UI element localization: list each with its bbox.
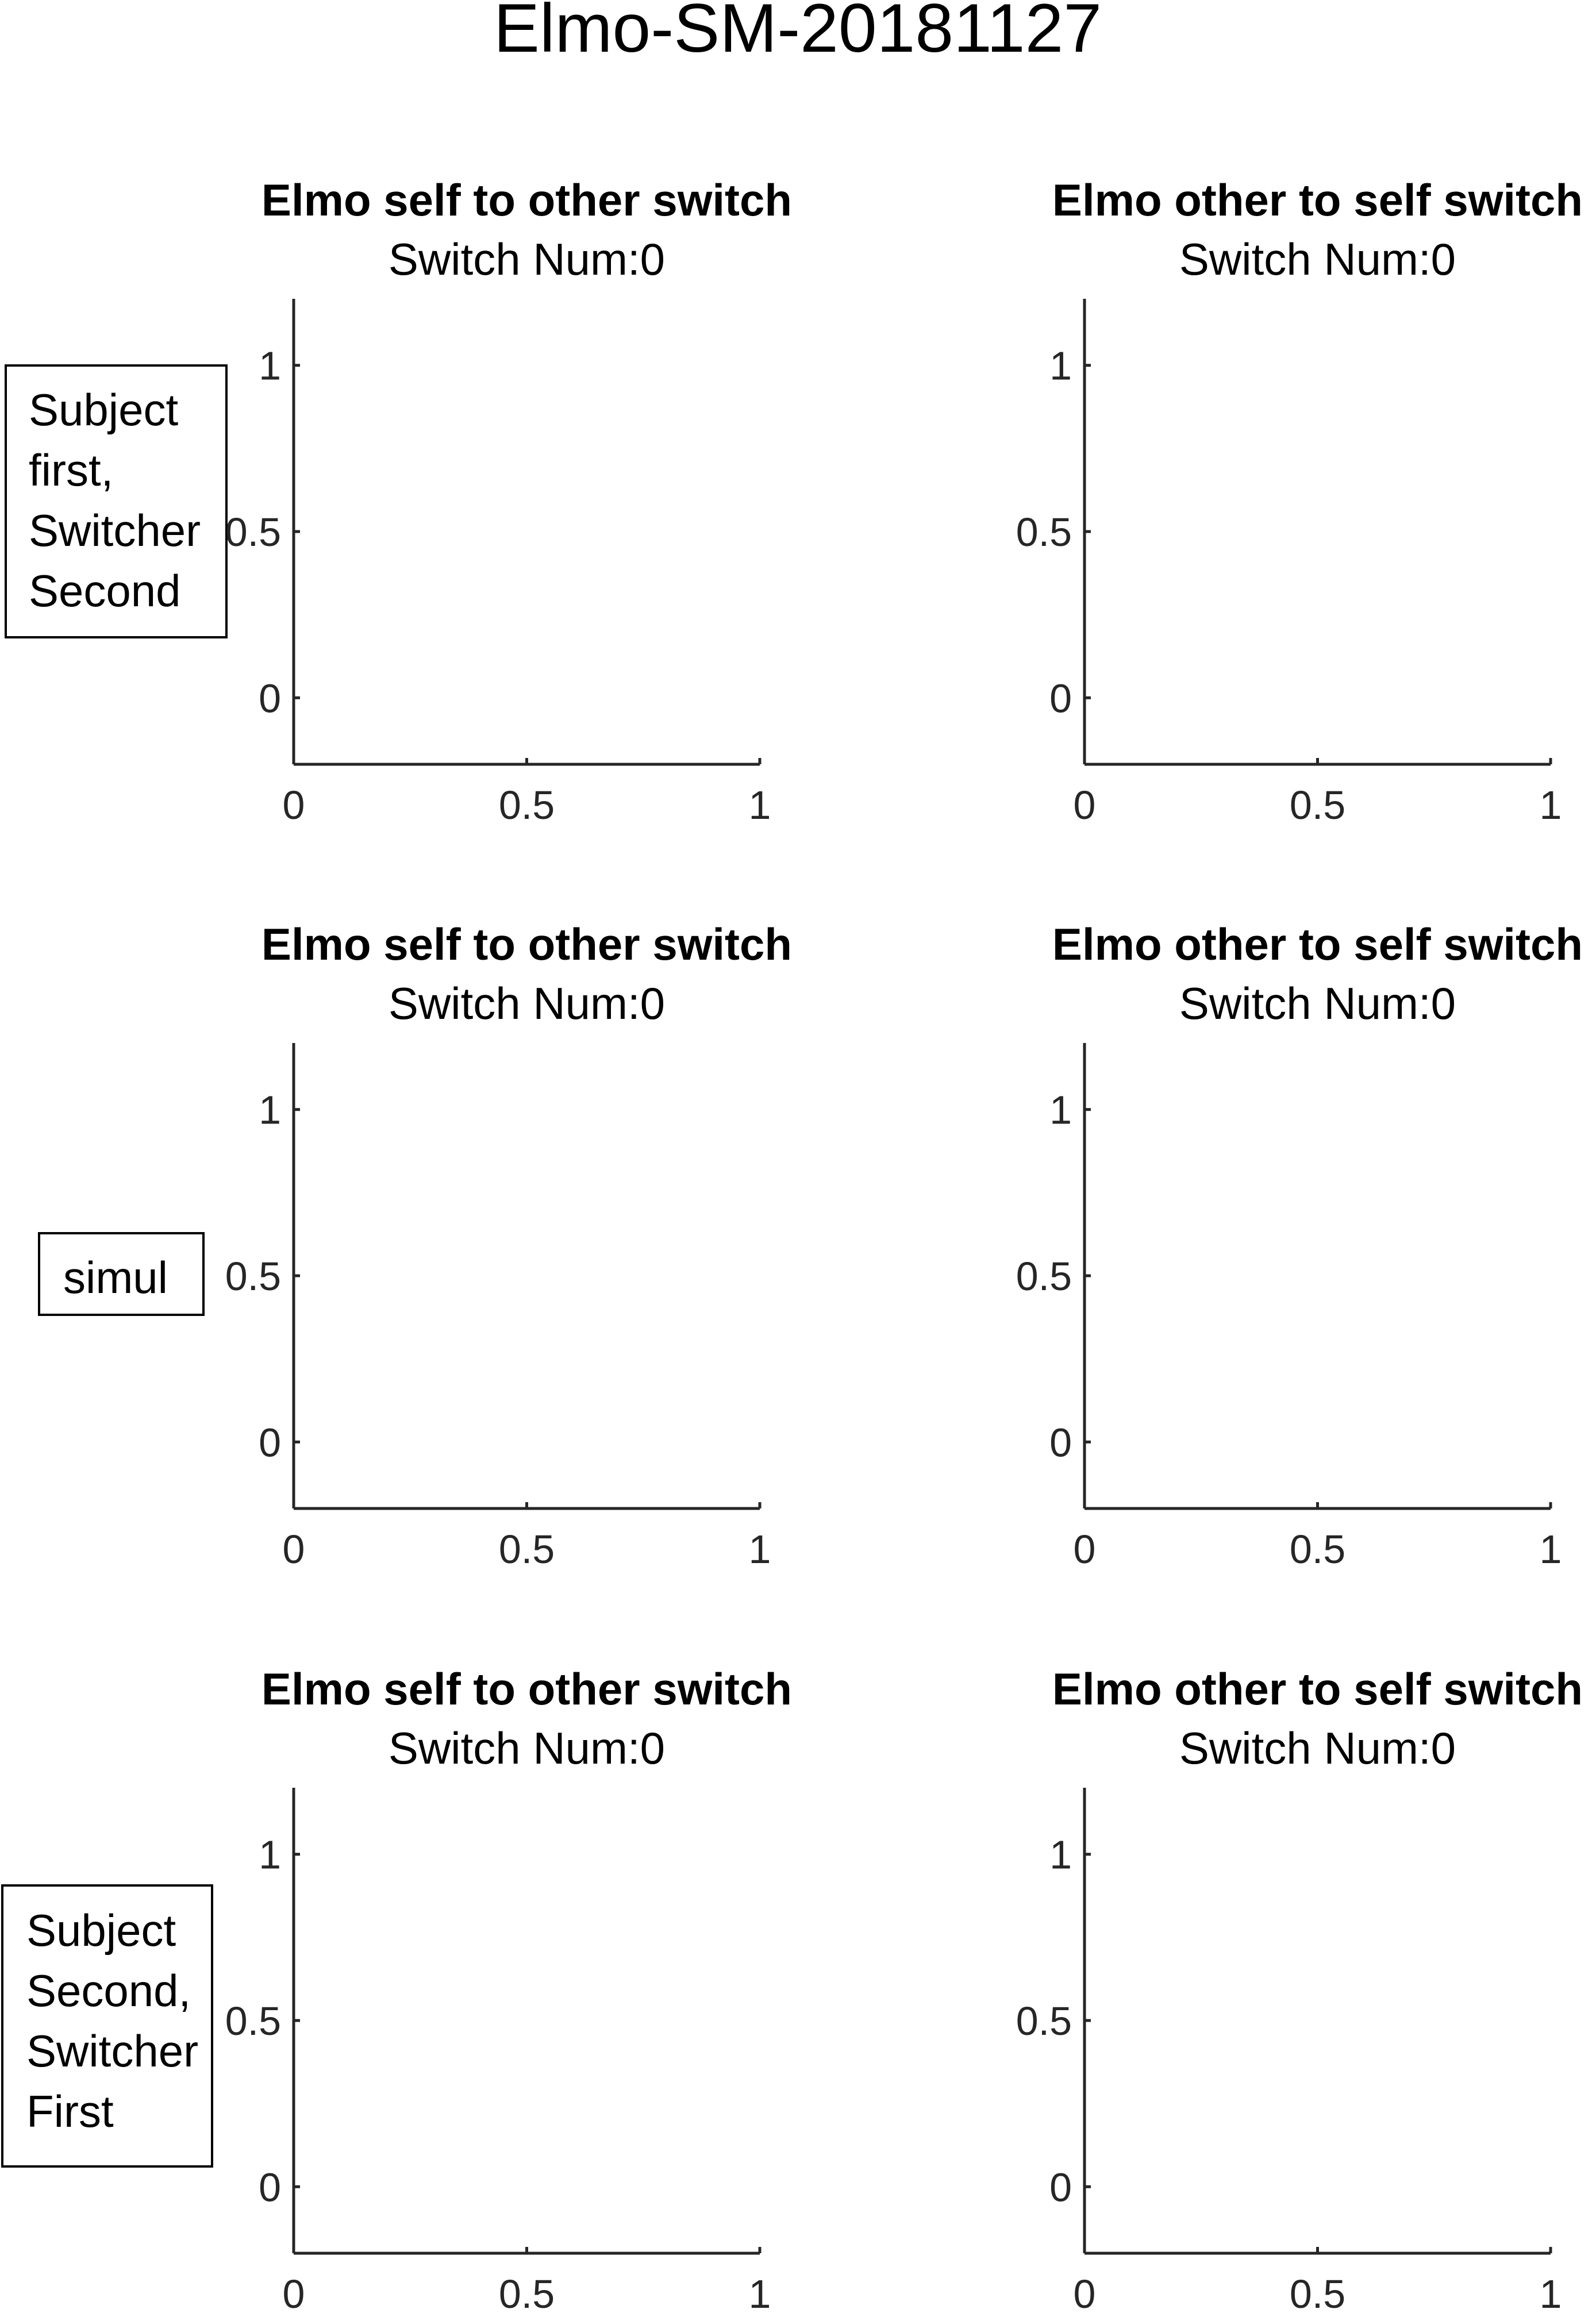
y-tick-label: 0 bbox=[259, 2165, 281, 2210]
x-tick-label: 1 bbox=[749, 1527, 771, 1572]
row-label: Subject first, Switcher Second bbox=[5, 364, 228, 638]
row-label-box bbox=[38, 1232, 205, 1316]
x-tick-label: 1 bbox=[1540, 2272, 1562, 2313]
panel-title: Elmo self to other switch bbox=[261, 919, 792, 969]
panel-subtitle: Switch Num:0 bbox=[1179, 1723, 1456, 1773]
y-tick-label: 0 bbox=[259, 676, 281, 721]
panel-subtitle: Switch Num:0 bbox=[1179, 234, 1456, 284]
panel-subtitle: Switch Num:0 bbox=[389, 1723, 665, 1773]
subplot-grid: Elmo self to other switch Switch Num:0 0 0.… bbox=[225, 175, 1583, 2313]
subplot-panel: Elmo other to self switch Switch Num:0 0 0.… bbox=[1016, 175, 1583, 828]
y-tick-label: 0.5 bbox=[1016, 1999, 1072, 2043]
y-tick-label: 0 bbox=[259, 1420, 281, 1465]
row-label-text: Subject bbox=[29, 384, 178, 435]
panel-subtitle: Switch Num:0 bbox=[1179, 978, 1456, 1029]
y-tick-label: 0 bbox=[1049, 676, 1072, 721]
x-tick-label: 0 bbox=[283, 2272, 305, 2313]
row-label-box bbox=[5, 364, 228, 638]
x-tick-label: 0.5 bbox=[499, 2272, 555, 2313]
x-tick-label: 0 bbox=[283, 1527, 305, 1572]
x-tick-label: 1 bbox=[1540, 783, 1562, 828]
y-tick-label: 0.5 bbox=[225, 510, 281, 555]
y-tick-label: 0.5 bbox=[1016, 1254, 1072, 1299]
row-label: simul bbox=[38, 1232, 205, 1316]
y-tick-label: 1 bbox=[1049, 1833, 1072, 1877]
y-tick-label: 0 bbox=[1049, 1420, 1072, 1465]
panel-title: Elmo other to self switch bbox=[1052, 1664, 1583, 1714]
x-tick-label: 1 bbox=[1540, 1527, 1562, 1572]
y-tick-label: 0.5 bbox=[225, 1999, 281, 2043]
x-tick-label: 0.5 bbox=[1290, 1527, 1345, 1572]
y-tick-label: 1 bbox=[259, 344, 281, 388]
panel-subtitle: Switch Num:0 bbox=[389, 978, 665, 1029]
x-tick-label: 0.5 bbox=[1290, 2272, 1345, 2313]
y-tick-label: 1 bbox=[1049, 344, 1072, 388]
panel-title: Elmo other to self switch bbox=[1052, 175, 1583, 225]
row-labels: Subjectfirst,SwitcherSecondsimulSubjectS… bbox=[1, 364, 228, 2168]
subplot-panel: Elmo self to other switch Switch Num:0 0 0.… bbox=[225, 919, 792, 1572]
row-label-box bbox=[1, 1884, 213, 2168]
panel-subtitle: Switch Num:0 bbox=[389, 234, 665, 284]
row-label-text: Second, bbox=[26, 1965, 191, 2016]
subplot-panel: Elmo other to self switch Switch Num:0 0 0.… bbox=[1016, 1664, 1583, 2313]
row-label-text: Subject bbox=[26, 1905, 176, 1956]
y-tick-label: 1 bbox=[1049, 1088, 1072, 1133]
x-tick-label: 0 bbox=[1074, 1527, 1096, 1572]
x-tick-label: 0.5 bbox=[1290, 783, 1345, 828]
row-label-text: Switcher bbox=[26, 2026, 198, 2076]
x-tick-label: 0 bbox=[1074, 2272, 1096, 2313]
x-tick-label: 0.5 bbox=[499, 1527, 555, 1572]
row-label-text: first, bbox=[29, 445, 113, 495]
x-tick-label: 1 bbox=[749, 2272, 771, 2313]
y-tick-label: 1 bbox=[259, 1088, 281, 1133]
panel-title: Elmo other to self switch bbox=[1052, 919, 1583, 969]
y-tick-label: 0 bbox=[1049, 2165, 1072, 2210]
x-tick-label: 1 bbox=[749, 783, 771, 828]
subplot-panel: Elmo other to self switch Switch Num:0 0 0.… bbox=[1016, 919, 1583, 1572]
subplot-panel: Elmo self to other switch Switch Num:0 0 0.… bbox=[225, 1664, 792, 2313]
y-tick-label: 0.5 bbox=[1016, 510, 1072, 555]
row-label-text: simul bbox=[63, 1252, 168, 1303]
subplot-panel: Elmo self to other switch Switch Num:0 0 0.… bbox=[225, 175, 792, 828]
row-label: Subject Second, Switcher First bbox=[1, 1884, 213, 2168]
y-tick-label: 0.5 bbox=[225, 1254, 281, 1299]
x-tick-label: 0.5 bbox=[499, 783, 555, 828]
panel-title: Elmo self to other switch bbox=[261, 1664, 792, 1714]
figure-title: Elmo-SM-20181127 bbox=[494, 0, 1102, 67]
row-label-text: First bbox=[26, 2086, 114, 2137]
row-label-text: Second bbox=[29, 565, 181, 616]
row-label-text: Switcher bbox=[29, 505, 201, 556]
panel-title: Elmo self to other switch bbox=[261, 175, 792, 225]
x-tick-label: 0 bbox=[1074, 783, 1096, 828]
x-tick-label: 0 bbox=[283, 783, 305, 828]
y-tick-label: 1 bbox=[259, 1833, 281, 1877]
